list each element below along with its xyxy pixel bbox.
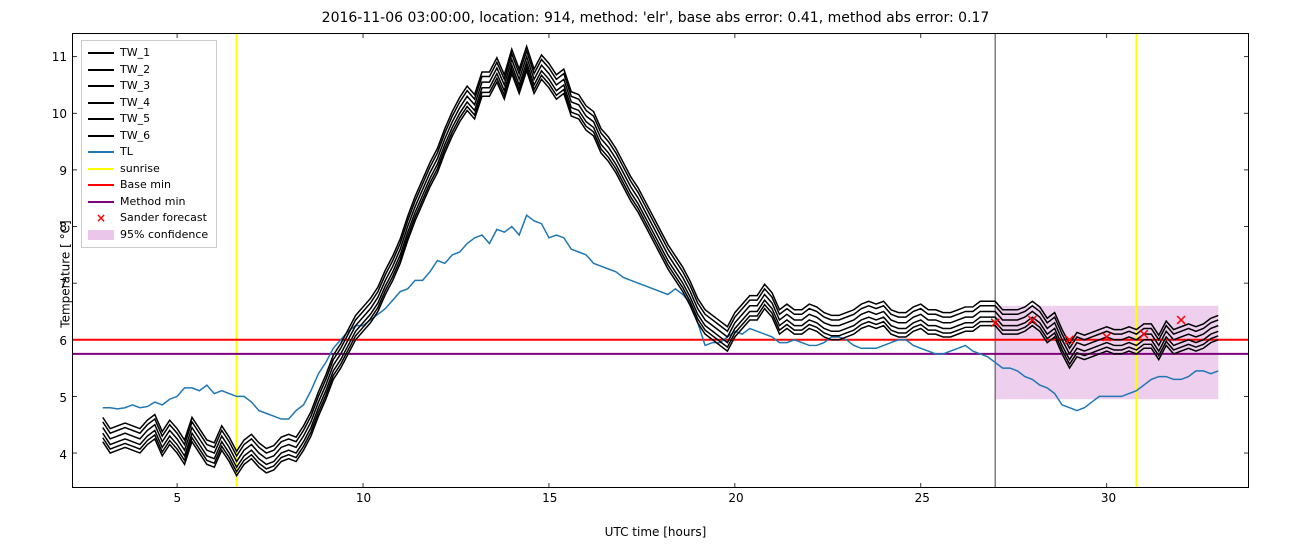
legend-label: TW_4 xyxy=(120,95,150,111)
figure: 2016-11-06 03:00:00, location: 914, meth… xyxy=(0,0,1311,547)
x-tick-label: 30 xyxy=(1101,487,1116,505)
legend-label: Base min xyxy=(120,177,171,193)
legend-item: TW_3 xyxy=(88,78,208,95)
legend-item: 95% confidence xyxy=(88,227,208,244)
y-tick-label: 5 xyxy=(59,391,73,405)
legend-label: sunrise xyxy=(120,161,160,177)
plot-svg xyxy=(73,34,1248,487)
legend-item: ×Sander forecast xyxy=(88,210,208,227)
y-tick-label: 7 xyxy=(59,277,73,291)
x-tick-label: 20 xyxy=(728,487,743,505)
y-tick-label: 11 xyxy=(52,50,73,64)
legend-label: 95% confidence xyxy=(120,227,208,243)
legend-item: sunrise xyxy=(88,161,208,178)
legend-label: TW_1 xyxy=(120,45,150,61)
legend-item: TW_4 xyxy=(88,95,208,112)
y-tick-label: 4 xyxy=(59,448,73,462)
y-axis-label: Temperature [ °C] xyxy=(59,220,73,327)
legend-item: Method min xyxy=(88,194,208,211)
x-tick-label: 15 xyxy=(542,487,557,505)
y-tick-label: 9 xyxy=(59,164,73,178)
x-axis-label: UTC time [hours] xyxy=(0,525,1311,539)
x-tick-label: 25 xyxy=(915,487,930,505)
tw-line-4 xyxy=(103,67,1219,472)
y-tick-label: 8 xyxy=(59,220,73,234)
y-tick-label: 10 xyxy=(52,107,73,121)
legend: TW_1TW_2TW_3TW_4TW_5TW_6TLsunriseBase mi… xyxy=(81,40,217,248)
legend-item: Base min xyxy=(88,177,208,194)
legend-label: TL xyxy=(120,144,133,160)
x-tick-label: 10 xyxy=(356,487,371,505)
legend-item: TL xyxy=(88,144,208,161)
legend-label: TW_2 xyxy=(120,62,150,78)
axes: TW_1TW_2TW_3TW_4TW_5TW_6TLsunriseBase mi… xyxy=(72,33,1249,488)
chart-title: 2016-11-06 03:00:00, location: 914, meth… xyxy=(0,10,1311,26)
x-tick-label: 5 xyxy=(173,487,181,505)
legend-label: TW_6 xyxy=(120,128,150,144)
legend-item: TW_5 xyxy=(88,111,208,128)
tw-line-1 xyxy=(103,57,1219,462)
legend-label: TW_3 xyxy=(120,78,150,94)
tw-line-2 xyxy=(103,62,1219,467)
y-tick-label: 6 xyxy=(59,334,73,348)
legend-item: TW_6 xyxy=(88,128,208,145)
legend-label: TW_5 xyxy=(120,111,150,127)
legend-label: Sander forecast xyxy=(120,210,207,226)
legend-item: TW_2 xyxy=(88,62,208,79)
legend-item: TW_1 xyxy=(88,45,208,62)
legend-label: Method min xyxy=(120,194,186,210)
